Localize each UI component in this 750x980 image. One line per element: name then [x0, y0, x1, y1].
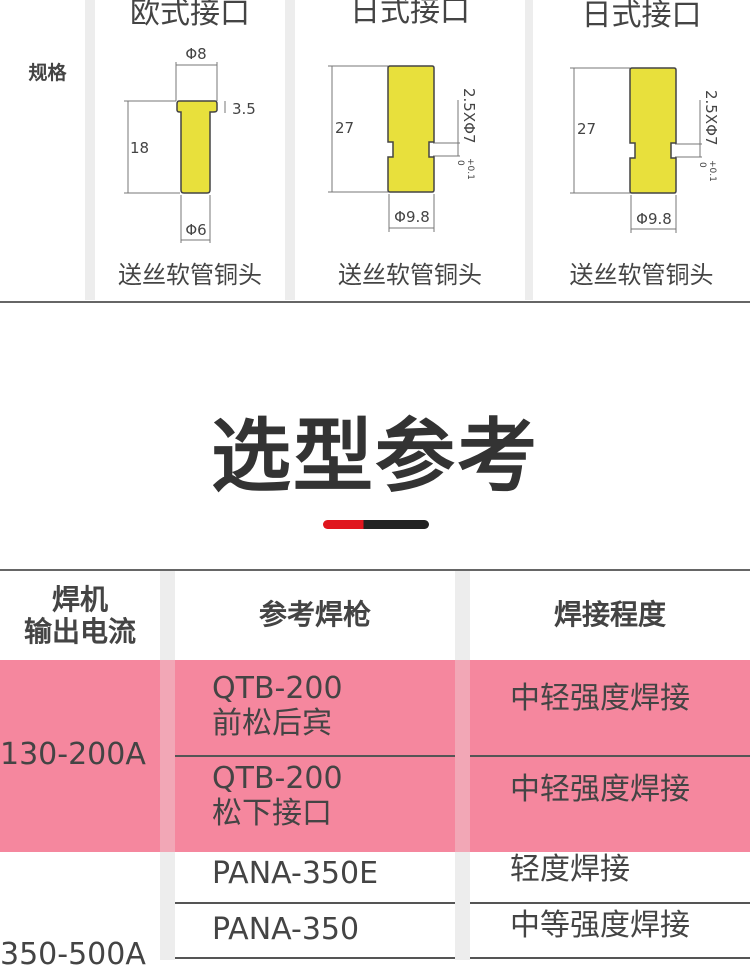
panel-caption: 送丝软管铜头: [118, 261, 262, 289]
euro-connector-diagram: [124, 62, 226, 243]
row-divider: [175, 755, 455, 757]
section-title: 选型参考: [211, 410, 539, 503]
column-separator: [455, 660, 470, 852]
gun-value: PANA-350: [212, 912, 360, 947]
gun-value: PANA-350E: [212, 856, 379, 891]
dim-top-dia: Φ8: [185, 45, 206, 63]
dim-groove: 2.5XΦ7 +0.1 0: [697, 90, 720, 182]
row-divider: [175, 902, 455, 904]
panel-title-jp-2: 日式接口: [581, 0, 702, 33]
jp-connector-part: [629, 67, 677, 194]
jp-connector-diagram-2: [570, 67, 702, 233]
title-accent-bar: [323, 520, 429, 529]
panel-caption: 送丝软管铜头: [569, 261, 714, 289]
table-top-border: [0, 569, 750, 571]
jp-connector-part: [387, 65, 435, 193]
table-row: QTB-200 松下接口: [212, 761, 343, 831]
svg-text:0: 0: [455, 160, 465, 166]
dim-length: 27: [335, 119, 354, 137]
dim-length: 27: [577, 120, 596, 138]
column-separator: [85, 0, 95, 300]
row-divider: [470, 957, 750, 959]
column-separator: [285, 0, 295, 300]
level-value: 中等强度焊接: [510, 908, 690, 943]
header-gun: 参考焊枪: [258, 598, 371, 632]
dim-bottom-dia: Φ6: [185, 221, 206, 239]
row-divider: [175, 957, 455, 959]
svg-text:+0.1: +0.1: [465, 158, 475, 180]
connector-diagrams: Φ8 3.5 18 Φ6 27 Φ9.8 2.5XΦ7 +0.1 0 27 Φ9…: [124, 45, 720, 243]
header-current: 焊机 输出电流: [23, 582, 136, 648]
dim-groove: 2.5XΦ7 +0.1 0: [455, 88, 478, 180]
level-value: 轻度焊接: [510, 852, 630, 887]
svg-text:+0.1: +0.1: [707, 160, 717, 182]
row-divider: [470, 755, 750, 757]
divider: [0, 301, 750, 303]
level-value: 中轻强度焊接: [510, 681, 690, 716]
column-separator: [525, 0, 533, 300]
svg-text:2.5XΦ7: 2.5XΦ7: [702, 90, 720, 145]
dim-length: 18: [130, 139, 149, 157]
dim-dia: Φ9.8: [636, 210, 672, 228]
panel-title-jp-1: 日式接口: [350, 0, 470, 29]
dim-head-len: 3.5: [232, 100, 256, 118]
svg-text:0: 0: [697, 162, 707, 168]
column-separator: [160, 660, 175, 852]
group-cell: [0, 660, 160, 852]
table-row: QTB-200 前松后宾: [212, 671, 343, 741]
panel-caption: 送丝软管铜头: [338, 261, 482, 289]
svg-text:2.5XΦ7: 2.5XΦ7: [460, 88, 478, 143]
jp-connector-diagram-1: [328, 65, 460, 232]
level-value: 中轻强度焊接: [510, 772, 690, 807]
panel-title-euro: 欧式接口: [130, 0, 250, 31]
dim-dia: Φ9.8: [394, 208, 430, 226]
row-divider: [470, 902, 750, 904]
header-level: 焊接程度: [553, 598, 666, 632]
current-value: 350-500A: [0, 936, 146, 972]
current-value: 130-200A: [0, 736, 146, 772]
euro-connector-part: [176, 100, 218, 194]
spec-row-label: 规格: [28, 62, 67, 84]
